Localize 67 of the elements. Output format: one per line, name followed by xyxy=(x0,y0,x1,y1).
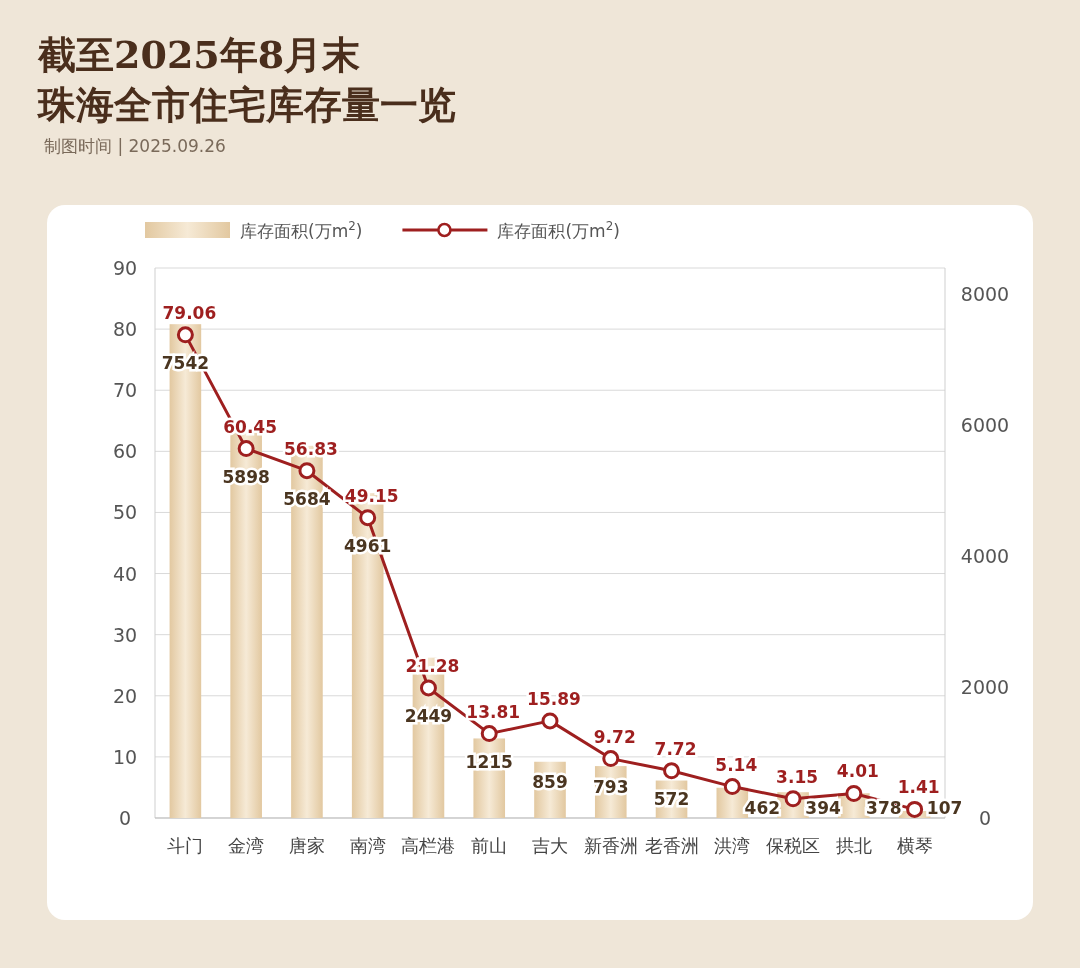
legend-label: 库存面积(万m$^{2}$) xyxy=(240,219,363,241)
point xyxy=(602,750,620,768)
data-label: 3.15 xyxy=(776,766,819,787)
data-label: 9.72 xyxy=(593,726,636,747)
x-tick-label: 横琴 xyxy=(896,835,933,856)
y-tick-label: 80 xyxy=(112,318,138,341)
point xyxy=(906,800,924,818)
y2-tick-label: 2000 xyxy=(960,676,1010,699)
point xyxy=(176,326,194,344)
y2-tick-label: 8000 xyxy=(960,283,1010,306)
y-tick-label: 0 xyxy=(118,807,132,829)
x-tick-label: 洪湾 xyxy=(714,835,751,856)
x-tick-label: 金湾 xyxy=(228,835,265,856)
data-label: 378 xyxy=(866,798,902,818)
data-label: 5898 xyxy=(222,466,270,487)
text: 制图时间 | 2025.09.26 xyxy=(44,136,226,156)
point xyxy=(541,712,559,730)
data-label: 2449 xyxy=(404,705,453,726)
y2-tick-label: 6000 xyxy=(960,414,1010,437)
x-tick-label: 吉大 xyxy=(532,835,568,856)
x-tick-label: 老香洲 xyxy=(644,835,699,856)
x-tick-label: 南湾 xyxy=(349,835,386,856)
data-label: 15.89 xyxy=(527,688,581,709)
data-label: 1.41 xyxy=(897,777,940,798)
point xyxy=(845,784,863,802)
point xyxy=(298,462,316,480)
x-tick-label: 唐家 xyxy=(288,835,325,856)
point xyxy=(663,762,681,780)
y-tick-label: 30 xyxy=(112,623,138,646)
data-label: 859 xyxy=(532,771,568,792)
y2-tick-label: 0 xyxy=(978,807,992,829)
chart-title: 截至2025年8月末 xyxy=(37,32,361,77)
x-tick-label: 保税区 xyxy=(766,835,821,856)
point xyxy=(480,725,498,743)
data-label: 56.83 xyxy=(284,438,338,459)
data-label: 394 xyxy=(805,798,841,818)
data-label: 572 xyxy=(653,788,690,809)
point xyxy=(723,778,741,796)
y2-tick-label: 4000 xyxy=(960,545,1010,568)
data-label: 13.81 xyxy=(466,701,521,722)
data-label: 462 xyxy=(744,798,781,818)
x-tick-label: 斗门 xyxy=(167,835,204,856)
data-label: 5684 xyxy=(283,488,331,509)
data-label: 4.01 xyxy=(836,761,879,782)
data-label: 793 xyxy=(593,776,629,797)
y-tick-label: 60 xyxy=(112,440,138,463)
point xyxy=(359,509,377,527)
y-tick-label: 70 xyxy=(112,379,138,402)
y-tick-label: 20 xyxy=(112,684,138,707)
y-tick-label: 90 xyxy=(112,257,138,279)
legend-label: 库存面积(万m$^{2}$) xyxy=(497,219,620,241)
data-label: 5.14 xyxy=(715,754,758,775)
y-tick-label: 10 xyxy=(112,745,138,768)
data-label: 1215 xyxy=(465,751,513,772)
data-label: 49.15 xyxy=(344,485,399,506)
chart-subtitle: 珠海全市住宅库存量一览 xyxy=(36,82,456,127)
data-label: 79.06 xyxy=(162,302,217,323)
y-tick-label: 50 xyxy=(112,501,138,524)
x-tick-label: 高栏港 xyxy=(401,835,456,856)
point xyxy=(419,679,437,697)
data-label: 7.72 xyxy=(654,738,697,759)
x-tick-label: 前山 xyxy=(471,835,508,856)
point xyxy=(237,440,255,458)
x-tick-label: 拱北 xyxy=(835,835,872,856)
x-tick-label: 新香洲 xyxy=(583,835,638,856)
data-label: 107 xyxy=(926,798,963,818)
y-tick-label: 40 xyxy=(112,562,138,585)
